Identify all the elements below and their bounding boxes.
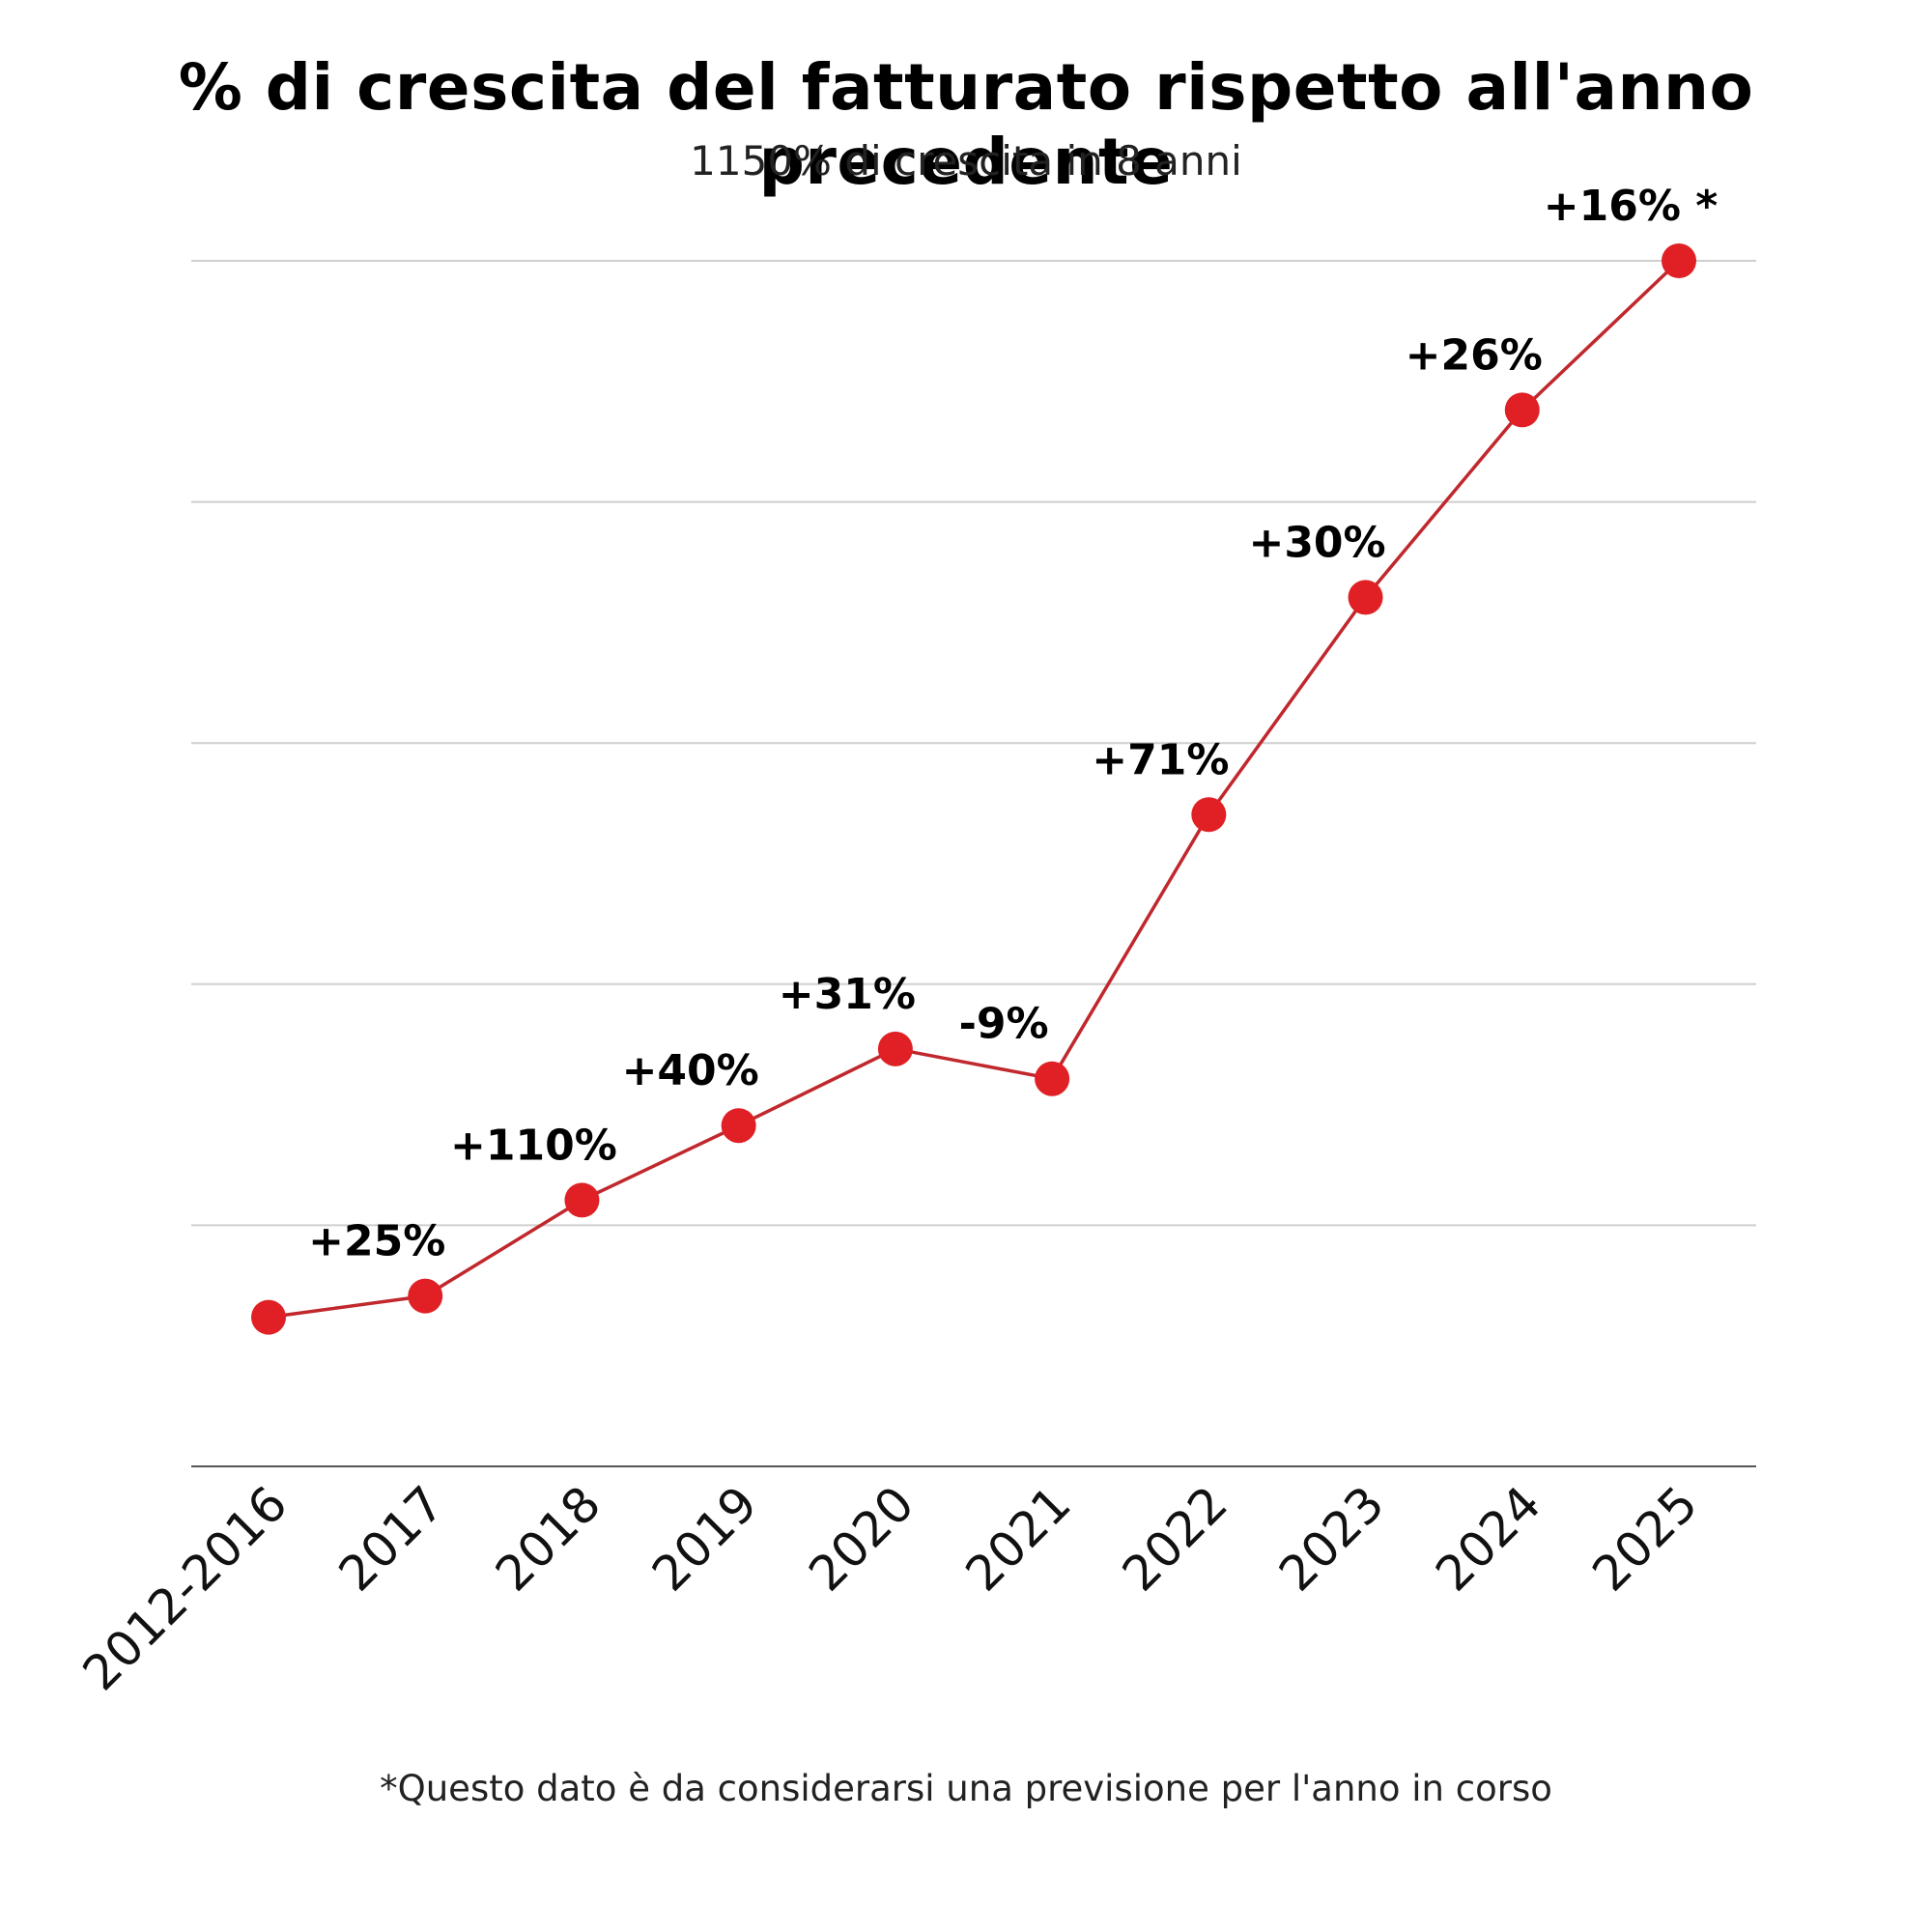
series-line: [268, 259, 1681, 1320]
data-point-2018: [564, 1182, 600, 1218]
data-label-2025: +16% *: [1544, 182, 1719, 231]
data-label-2023: +30%: [1248, 518, 1385, 567]
x-tick-label: 2025: [1581, 1475, 1708, 1602]
data-label-2021: -9%: [959, 1000, 1049, 1049]
x-tick-label: 2019: [641, 1475, 768, 1602]
data-label-2018: +110%: [450, 1121, 617, 1170]
x-tick-label: 2020: [798, 1475, 924, 1602]
data-label-2022: +71%: [1092, 735, 1229, 784]
data-point-2024: [1504, 392, 1540, 428]
x-tick-label: 2012-2016: [72, 1475, 298, 1701]
chart-title: % di crescita del fatturato rispetto all…: [178, 50, 1754, 199]
x-tick-label: 2022: [1112, 1475, 1238, 1602]
grid-lines: [191, 260, 1756, 1467]
data-label-2017: +25%: [308, 1217, 445, 1266]
data-point-2021: [1035, 1061, 1070, 1096]
data-point-2019: [721, 1108, 756, 1144]
chart-footnote: *Questo dato è da considerarsi una previ…: [380, 1768, 1552, 1809]
chart-subtitle: 1150% di crescita in 8 anni: [690, 137, 1242, 185]
data-point-2020: [877, 1031, 913, 1066]
data-points: [251, 243, 1696, 1335]
x-tick-label: 2024: [1425, 1475, 1551, 1602]
series-polyline: [268, 259, 1681, 1320]
x-tick-label: 2017: [328, 1475, 455, 1602]
data-point-2023: [1348, 580, 1383, 615]
data-point-2012-2016: [251, 1299, 286, 1335]
data-label-2024: +26%: [1406, 330, 1543, 380]
x-axis-ticks: 2012-2016 2017 2018 2019 2020 2021 2022 2023 202…: [72, 1475, 1709, 1701]
data-point-2022: [1191, 797, 1227, 833]
x-tick-label: 2021: [955, 1475, 1082, 1602]
data-label-2019: +40%: [622, 1046, 759, 1095]
data-labels: +25%+110%+40% +31% -9% +71% +30% +26% +16% *: [308, 182, 1718, 1266]
data-point-2017: [408, 1278, 443, 1314]
data-label-2020: +31%: [779, 970, 916, 1019]
data-point-2025: [1662, 243, 1696, 278]
x-tick-label: 2023: [1268, 1475, 1395, 1602]
x-tick-label: 2018: [485, 1475, 611, 1602]
